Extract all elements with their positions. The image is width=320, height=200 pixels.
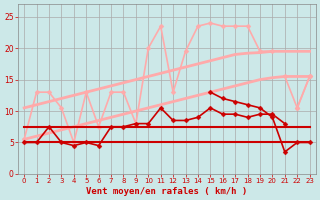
X-axis label: Vent moyen/en rafales ( km/h ): Vent moyen/en rafales ( km/h ) [86, 187, 248, 196]
